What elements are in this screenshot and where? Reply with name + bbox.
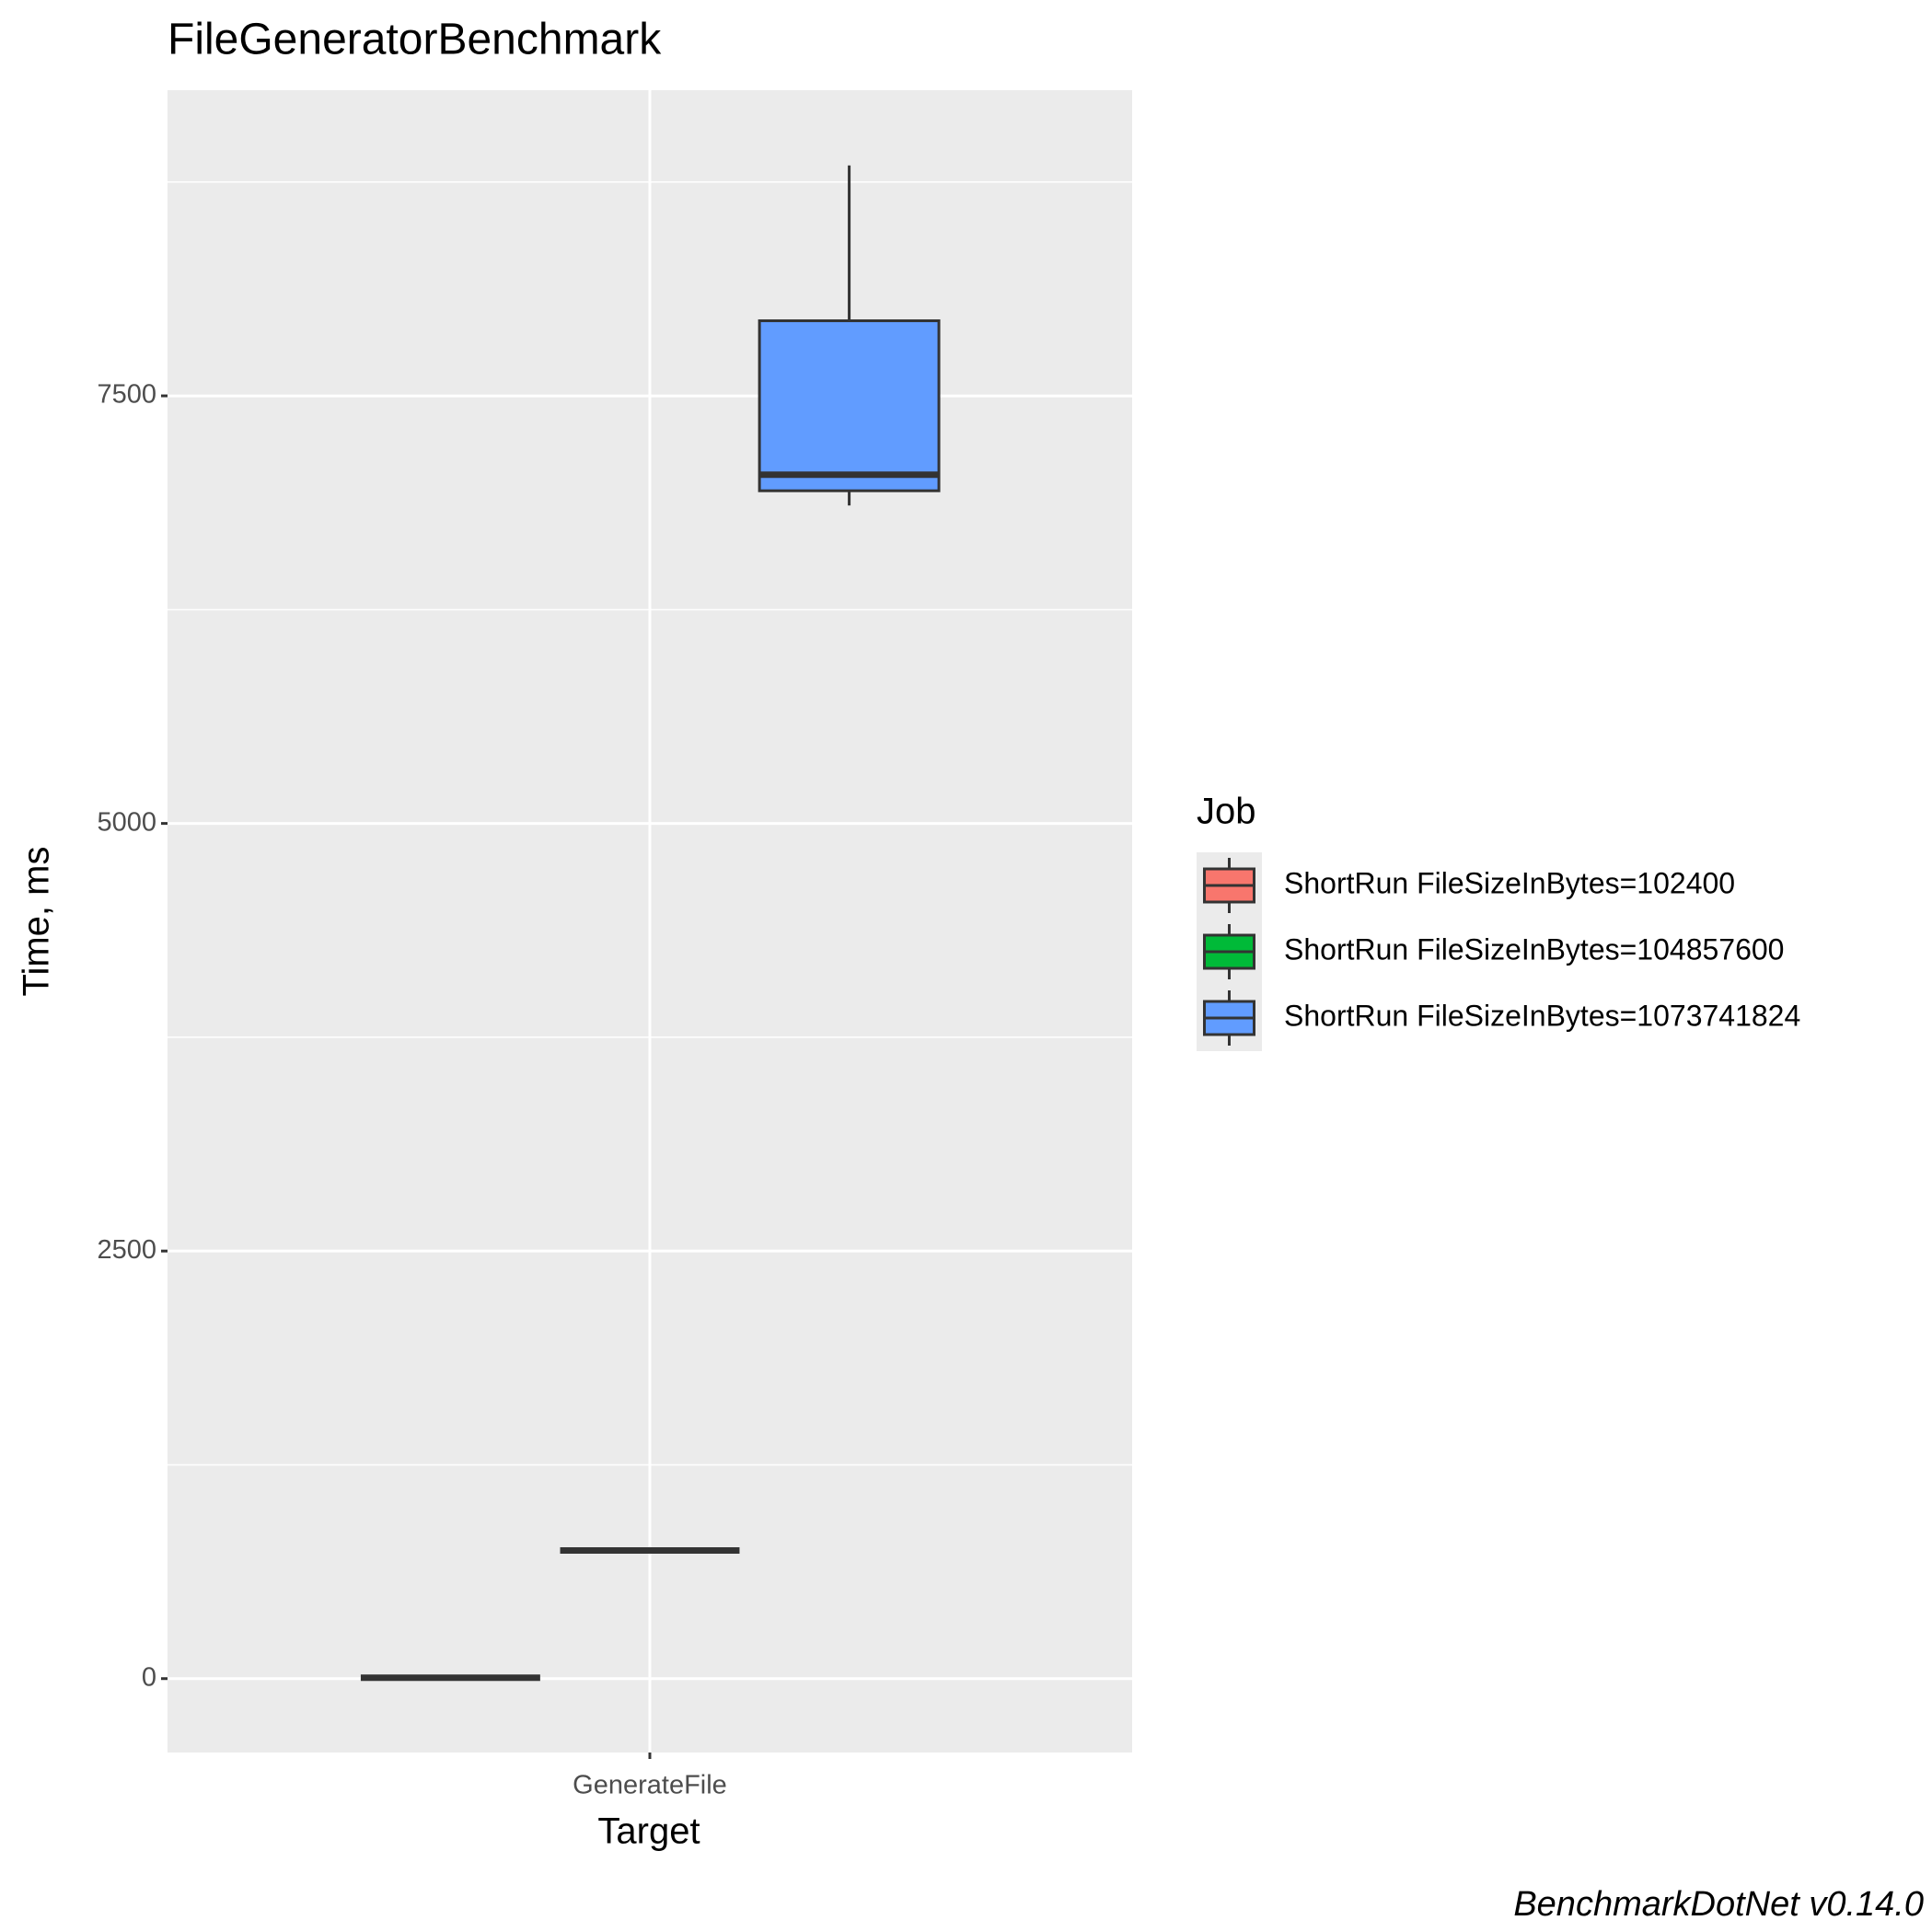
caption: BenchmarkDotNet v0.14.0 (1513, 1885, 1924, 1924)
y-tick-label: 0 (142, 1662, 156, 1692)
y-tick-label: 2500 (97, 1235, 156, 1265)
x-tick-label: GenerateFile (573, 1771, 727, 1800)
legend-label: ShortRun FileSizeInBytes=102400 (1284, 866, 1735, 899)
y-axis-title: Time, ms (17, 847, 57, 997)
legend-label: ShortRun FileSizeInBytes=1073741824 (1284, 999, 1800, 1032)
chart-title: FileGeneratorBenchmark (168, 16, 662, 64)
x-axis-title: Target (597, 1811, 700, 1852)
legend-title: Job (1197, 792, 1256, 832)
y-tick-label: 5000 (97, 807, 156, 837)
legend-label: ShortRun FileSizeInBytes=104857600 (1284, 932, 1784, 966)
box (758, 318, 941, 492)
y-tick-label: 7500 (97, 380, 156, 410)
